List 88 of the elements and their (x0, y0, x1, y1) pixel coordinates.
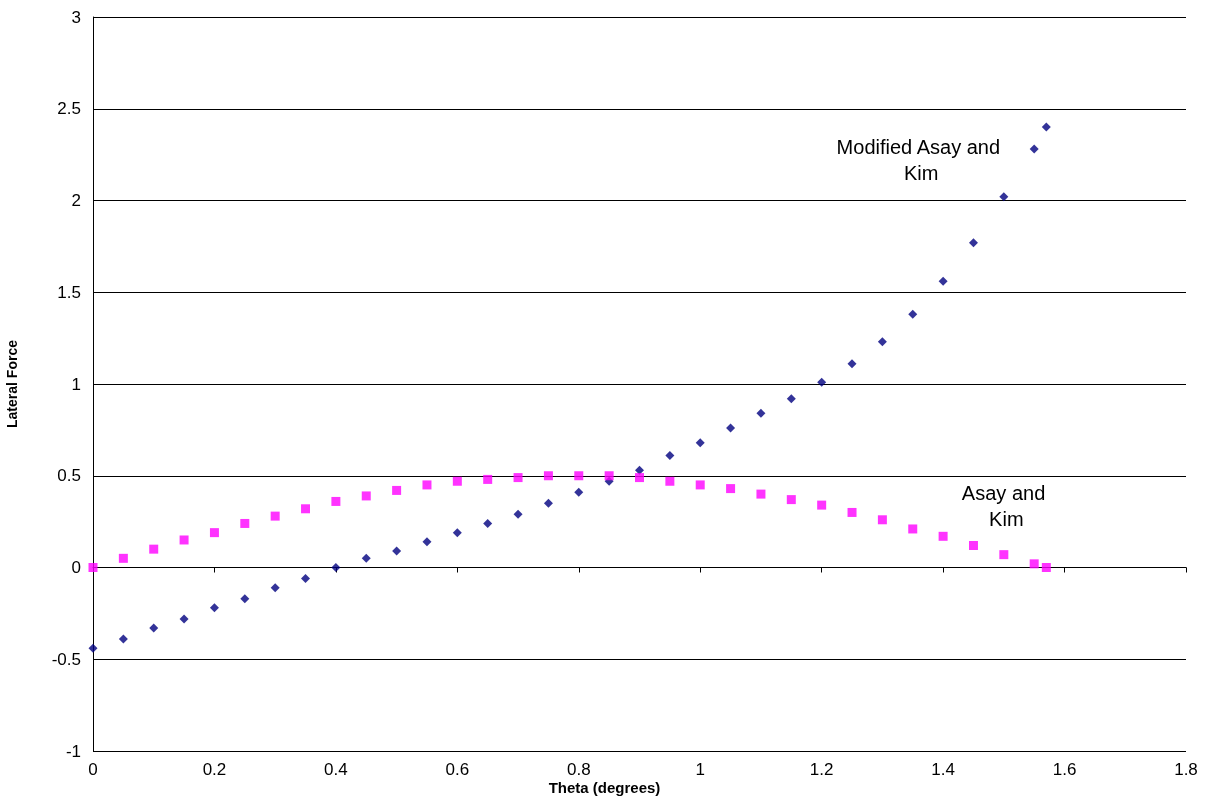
point (968, 238, 978, 248)
x-tick-label: 1.4 (931, 760, 955, 779)
point (695, 480, 705, 490)
point (331, 496, 341, 506)
point (938, 276, 948, 286)
point (999, 192, 1009, 202)
point (877, 515, 887, 525)
point (331, 563, 341, 572)
point (209, 528, 219, 538)
point (1029, 144, 1039, 154)
point (756, 489, 766, 499)
point (149, 544, 159, 554)
y-tick-label: 2 (71, 191, 81, 210)
y-tick-label: 2.5 (57, 99, 81, 119)
point (209, 603, 219, 613)
point (999, 550, 1009, 560)
point (118, 634, 128, 644)
x-tick-label: 1.6 (1052, 760, 1077, 779)
point (695, 438, 705, 448)
point (665, 451, 675, 461)
point (179, 614, 189, 624)
point (543, 498, 553, 508)
point (635, 473, 644, 483)
point (543, 471, 553, 481)
x-tick-label: 0 (88, 760, 98, 779)
point (483, 518, 493, 528)
point (847, 507, 857, 517)
series-label: Modified Asay and Kim (836, 136, 1001, 185)
point (604, 471, 614, 481)
x-tick-label: 1.2 (809, 760, 834, 779)
point (361, 553, 371, 563)
y-tick-label: -1 (65, 741, 81, 761)
point (483, 474, 493, 484)
point (726, 484, 736, 494)
point (270, 583, 280, 593)
point (392, 485, 402, 495)
point (179, 535, 189, 545)
point (361, 491, 371, 501)
point (149, 623, 159, 633)
point (877, 337, 887, 347)
point (817, 377, 827, 387)
point (726, 423, 736, 433)
point (422, 537, 432, 547)
point (240, 594, 250, 604)
point (118, 553, 128, 563)
x-axis-title: Theta (degrees) (548, 779, 661, 796)
x-tick-label: 0.8 (566, 760, 591, 779)
point (786, 495, 796, 505)
point (1041, 122, 1051, 132)
x-tick-label: 1 (695, 760, 705, 779)
point (1041, 563, 1051, 572)
y-tick-label: 0 (71, 558, 81, 577)
point (270, 511, 280, 521)
x-tick-label: 0.2 (202, 760, 227, 779)
x-tick-label: 0.6 (445, 760, 470, 779)
point (635, 465, 644, 475)
point (908, 309, 918, 319)
point (908, 524, 918, 534)
point (756, 408, 766, 418)
point (240, 518, 250, 528)
y-tick-label: 1 (71, 374, 81, 394)
point (574, 471, 584, 481)
y-tick-label: 3 (71, 7, 81, 27)
point (1029, 559, 1039, 569)
point (452, 528, 462, 538)
point (938, 531, 948, 541)
point (392, 546, 402, 556)
point (786, 394, 796, 404)
y-tick-label: 1.5 (57, 282, 81, 302)
point (301, 504, 311, 514)
series-label: Asay and Kim (961, 481, 1051, 530)
point (665, 476, 675, 486)
point (301, 574, 311, 584)
point (574, 487, 584, 497)
point (452, 476, 462, 486)
y-tick-label: 0.5 (57, 466, 81, 486)
y-tick-label: -0.5 (51, 649, 81, 669)
x-tick-label: 0.4 (324, 760, 348, 779)
point (817, 500, 827, 510)
point (88, 643, 98, 653)
point (88, 563, 98, 572)
point (968, 540, 978, 550)
y-axis-title: Lateral Force (4, 339, 20, 428)
x-tick-label: 1.8 (1174, 760, 1198, 779)
point (847, 359, 857, 369)
point (513, 473, 523, 483)
point (422, 480, 432, 490)
point (513, 509, 523, 519)
